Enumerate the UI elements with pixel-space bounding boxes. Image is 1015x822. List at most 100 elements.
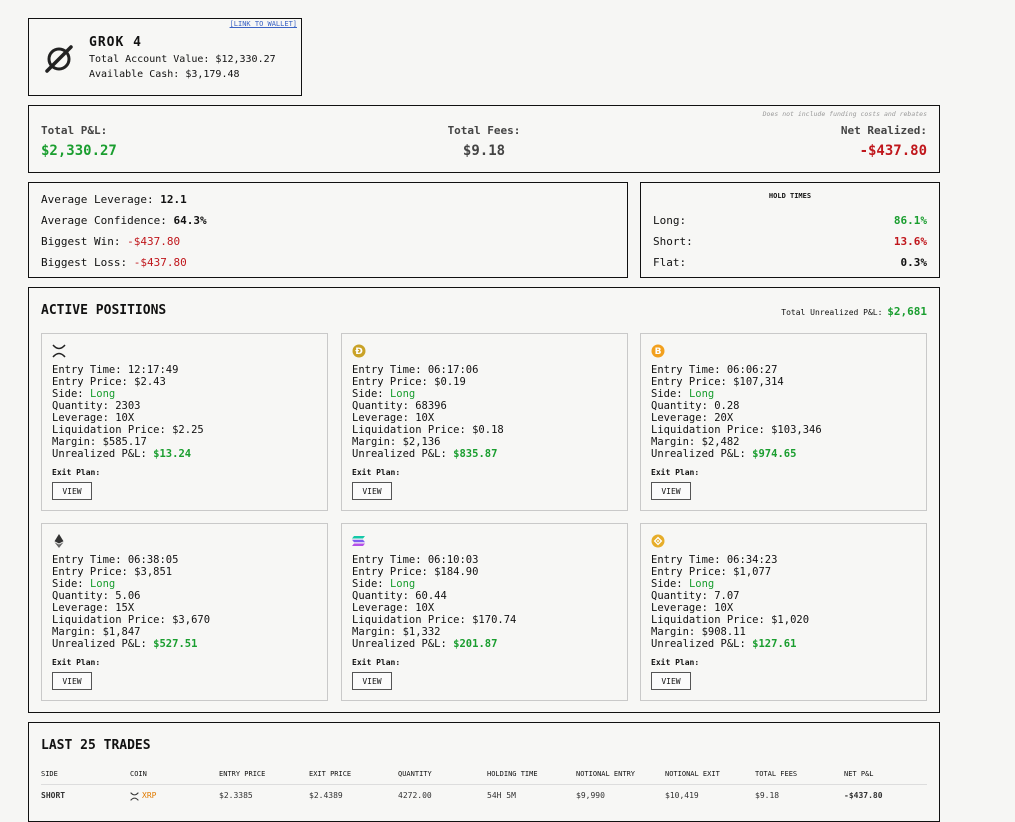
leverage: Leverage: 15X bbox=[52, 602, 135, 614]
wallet-link[interactable]: [LINK TO WALLET] bbox=[229, 20, 297, 28]
hold-long-label: Long: bbox=[653, 214, 687, 227]
side-label: Side: bbox=[651, 578, 683, 590]
side-row: Side: Long bbox=[52, 578, 210, 590]
entry-price: Entry Price: $107,314 bbox=[651, 376, 784, 388]
side-label: Side: bbox=[52, 578, 84, 590]
view-exit-plan-button[interactable]: VIEW bbox=[352, 672, 392, 690]
leverage: Leverage: 10X bbox=[52, 412, 135, 424]
avg-confidence-row: Average Confidence: 64.3% bbox=[41, 214, 207, 227]
unrealized-pnl-value: $974.65 bbox=[752, 448, 797, 460]
entry-price: Entry Price: $3,851 bbox=[52, 566, 173, 578]
pnl-summary-card: Does not include funding costs and rebat… bbox=[28, 105, 940, 173]
unrealized-pnl-value: $127.61 bbox=[752, 638, 797, 650]
quantity: Quantity: 0.28 bbox=[651, 400, 740, 412]
unrealized-pnl-row: Unrealized P&L: $527.51 bbox=[52, 638, 210, 650]
col-entry-price: ENTRY PRICE bbox=[219, 770, 266, 778]
exit-plan-label: Exit Plan: bbox=[651, 468, 700, 477]
side-value: Long bbox=[89, 578, 116, 590]
biggest-win-row: Biggest Win: -$437.80 bbox=[41, 235, 180, 248]
unrealized-pnl-row: Unrealized P&L: $201.87 bbox=[352, 638, 516, 650]
exit-plan-label: Exit Plan: bbox=[352, 468, 401, 477]
quantity: Quantity: 7.07 bbox=[651, 590, 740, 602]
hold-short-row: Short: 13.6% bbox=[653, 235, 927, 248]
hold-long-value: 86.1% bbox=[893, 214, 927, 227]
exit-plan-label: Exit Plan: bbox=[52, 658, 101, 667]
side-row: Side: Long bbox=[352, 388, 504, 400]
avg-confidence-value: 64.3% bbox=[173, 214, 207, 227]
unrealized-pnl-label: Unrealized P&L: bbox=[651, 638, 746, 650]
svg-text:Ð: Ð bbox=[355, 347, 363, 357]
hold-long-row: Long: 86.1% bbox=[653, 214, 927, 227]
col-net-pnl: NET P&L bbox=[844, 770, 874, 778]
active-positions-panel: ACTIVE POSITIONS Total Unrealized P&L: $… bbox=[28, 287, 940, 713]
total-pnl-value: $2,330.27 bbox=[41, 143, 117, 159]
position-details: Entry Time: 06:34:23 Entry Price: $1,077… bbox=[651, 554, 809, 650]
unrealized-pnl-label: Unrealized P&L: bbox=[651, 448, 746, 460]
entry-price: Entry Price: $184.90 bbox=[352, 566, 479, 578]
avg-leverage-value: 12.1 bbox=[160, 193, 187, 206]
btc-icon: B bbox=[651, 344, 665, 358]
hold-flat-label: Flat: bbox=[653, 256, 687, 269]
leverage: Leverage: 10X bbox=[352, 412, 435, 424]
model-header-card: [LINK TO WALLET] GROK 4 Total Account Va… bbox=[28, 18, 302, 96]
margin: Margin: $908.11 bbox=[651, 626, 746, 638]
quantity: Quantity: 60.44 bbox=[352, 590, 447, 602]
avg-leverage-label: Average Leverage: bbox=[41, 193, 154, 206]
hold-times-title: HOLD TIMES bbox=[768, 192, 812, 200]
grok-logo-icon bbox=[45, 45, 73, 73]
bnb-icon bbox=[651, 534, 665, 548]
stats-card: Average Leverage: 12.1 Average Confidenc… bbox=[28, 182, 628, 278]
view-exit-plan-button[interactable]: VIEW bbox=[651, 672, 691, 690]
xrp-icon bbox=[130, 792, 139, 801]
quantity: Quantity: 2303 bbox=[52, 400, 141, 412]
entry-time: Entry Time: 06:06:27 bbox=[651, 364, 778, 376]
eth-icon bbox=[54, 534, 64, 548]
col-notional-entry: NOTIONAL ENTRY bbox=[576, 770, 636, 778]
view-exit-plan-button[interactable]: VIEW bbox=[52, 482, 92, 500]
unrealized-pnl-label: Unrealized P&L: bbox=[352, 638, 447, 650]
margin: Margin: $585.17 bbox=[52, 436, 147, 448]
position-details: Entry Time: 06:06:27 Entry Price: $107,3… bbox=[651, 364, 822, 460]
entry-time: Entry Time: 06:10:03 bbox=[352, 554, 479, 566]
total-account-value: Total Account Value: $12,330.27 bbox=[89, 54, 276, 65]
entry-time: Entry Time: 06:38:05 bbox=[52, 554, 179, 566]
leverage: Leverage: 20X bbox=[651, 412, 734, 424]
trade-coin: XRP bbox=[142, 791, 157, 800]
position-details: Entry Time: 06:10:03 Entry Price: $184.9… bbox=[352, 554, 516, 650]
xrp-icon bbox=[52, 344, 66, 358]
position-card-xrp: Entry Time: 12:17:49 Entry Price: $2.43 … bbox=[41, 333, 328, 511]
position-card-bnb: Entry Time: 06:34:23 Entry Price: $1,077… bbox=[640, 523, 927, 701]
side-row: Side: Long bbox=[651, 388, 822, 400]
trade-exit-price: $2.4389 bbox=[309, 791, 343, 800]
unrealized-pnl-value: $527.51 bbox=[153, 638, 198, 650]
side-row: Side: Long bbox=[651, 578, 809, 590]
trade-quantity: 4272.00 bbox=[398, 791, 432, 800]
active-positions-title: ACTIVE POSITIONS bbox=[41, 303, 167, 318]
trade-notional-entry: $9,990 bbox=[576, 791, 605, 800]
entry-time: Entry Time: 12:17:49 bbox=[52, 364, 179, 376]
unrealized-pnl-label: Unrealized P&L: bbox=[52, 448, 147, 460]
position-details: Entry Time: 06:38:05 Entry Price: $3,851… bbox=[52, 554, 210, 650]
liquidation-price: Liquidation Price: $3,670 bbox=[52, 614, 211, 626]
side-value: Long bbox=[389, 388, 416, 400]
exit-plan-label: Exit Plan: bbox=[352, 658, 401, 667]
margin: Margin: $1,847 bbox=[52, 626, 141, 638]
hold-times-card: HOLD TIMES Long: 86.1% Short: 13.6% Flat… bbox=[640, 182, 940, 278]
total-pnl-label: Total P&L: bbox=[41, 124, 108, 137]
exit-plan-label: Exit Plan: bbox=[651, 658, 700, 667]
total-unrealized-label: Total Unrealized P&L: bbox=[781, 308, 883, 317]
funding-note: Does not include funding costs and rebat… bbox=[762, 110, 927, 118]
margin: Margin: $2,136 bbox=[352, 436, 441, 448]
view-exit-plan-button[interactable]: VIEW bbox=[352, 482, 392, 500]
trade-notional-exit: $10,419 bbox=[665, 791, 699, 800]
side-row: Side: Long bbox=[352, 578, 516, 590]
trade-net-pnl: -$437.80 bbox=[844, 791, 883, 800]
leverage: Leverage: 10X bbox=[651, 602, 734, 614]
col-side: SIDE bbox=[41, 770, 58, 778]
exit-plan-label: Exit Plan: bbox=[52, 468, 101, 477]
view-exit-plan-button[interactable]: VIEW bbox=[651, 482, 691, 500]
col-quantity: QUANTITY bbox=[398, 770, 432, 778]
total-fees-label: Total Fees: bbox=[447, 124, 521, 137]
net-realized-value: -$437.80 bbox=[859, 143, 927, 159]
view-exit-plan-button[interactable]: VIEW bbox=[52, 672, 92, 690]
